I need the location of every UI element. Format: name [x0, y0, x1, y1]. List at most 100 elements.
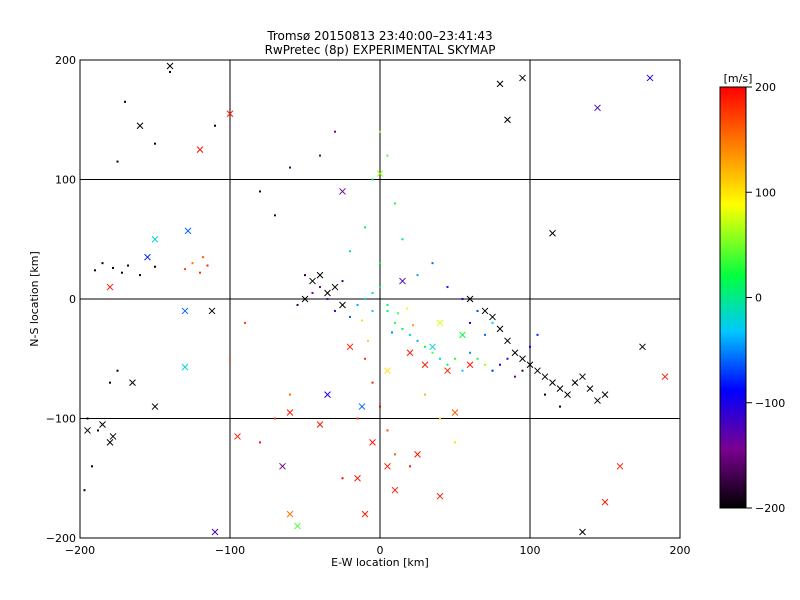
colorbar-tick-label: 0 [755, 292, 762, 305]
scatter-point-cross [109, 433, 117, 440]
scatter-point-dot [289, 393, 291, 396]
scatter-point-dot [199, 271, 201, 274]
colorbar-ticks: 200 100 0 −100 −200 [746, 81, 785, 515]
scatter-point-dot [259, 190, 261, 193]
scatter-point-cross [646, 74, 654, 82]
scatter-point-dot [484, 363, 486, 366]
scatter-point-dot [101, 262, 104, 265]
scatter-point-cross [166, 62, 174, 70]
scatter-point-dot [334, 130, 336, 133]
scatter-point-dot [446, 286, 449, 289]
scatter-point-dot [391, 331, 393, 334]
scatter-point-cross [421, 361, 429, 369]
scatter-point-cross [579, 528, 586, 536]
scatter-point-cross [309, 277, 316, 285]
scatter-point-dot [112, 266, 114, 269]
scatter-point-dot [409, 333, 411, 336]
scatter-point-cross [384, 462, 391, 470]
x-tick-label: −200 [65, 544, 95, 557]
scatter-point-cross [594, 397, 601, 404]
scatter-point-dot [397, 312, 399, 315]
scatter-point-dot [544, 393, 546, 396]
scatter-point-cross [511, 349, 519, 357]
scatter-point-cross [316, 421, 324, 428]
colorbar-tick-label: 100 [755, 186, 776, 199]
scatter-point-dot [394, 453, 396, 456]
scatter-point-cross [324, 391, 331, 398]
x-tick-label: −100 [215, 544, 245, 557]
scatter-point-cross [346, 343, 354, 351]
scatter-point-dot [296, 303, 299, 306]
y-axis-label: N-S location [km] [28, 251, 41, 347]
scatter-point-dot [476, 357, 479, 360]
scatter-point-dot [379, 286, 381, 289]
scatter-point-dot [476, 309, 479, 312]
scatter-point-dot [379, 130, 381, 133]
scatter-point-dot [289, 166, 291, 169]
scatter-point-dot [319, 286, 321, 289]
scatter-point-cross [444, 367, 451, 375]
scatter-point-cross [406, 349, 414, 357]
scatter-point-dot [416, 339, 419, 342]
scatter-point-cross [519, 74, 526, 82]
scatter-point-dot [97, 429, 99, 432]
scatter-point-dot [356, 303, 359, 306]
scatter-point-dot [424, 345, 426, 348]
chart-subtitle: RwPretec (8p) EXPERIMENTAL SKYMAP [265, 43, 496, 57]
scatter-point-cross [414, 450, 421, 458]
scatter-point-cross [616, 462, 624, 470]
scatter-point-cross [436, 319, 444, 327]
scatter-point-cross [594, 104, 601, 112]
scatter-point-dot [379, 405, 381, 408]
scatter-point-dot [439, 417, 441, 420]
colorbar-label: [m/s] [724, 72, 753, 85]
plot-area [79, 59, 681, 539]
scatter-point-cross [151, 235, 159, 243]
scatter-point-cross [339, 188, 346, 195]
scatter-point-dot [371, 381, 374, 384]
scatter-point-dot [536, 333, 539, 336]
chart-title: Tromsø 20150813 23:40:00–23:41:43 [266, 29, 492, 43]
scatter-point-dot [364, 298, 366, 300]
scatter-point-dot [341, 280, 344, 283]
x-axis-label: E-W location [km] [331, 556, 429, 569]
scatter-point-cross [294, 522, 301, 530]
y-axis-ticks: 200 100 0 −100 −200 [46, 54, 76, 545]
scatter-point-dot [461, 298, 464, 300]
scatter-point-dot [154, 265, 156, 268]
scatter-point-cross [549, 229, 556, 237]
scatter-point-dot [83, 489, 86, 492]
scatter-point-dot [169, 70, 171, 73]
scatter-point-dot [439, 357, 441, 360]
scatter-point-cross [586, 385, 594, 392]
scatter-point-cross [286, 510, 294, 518]
scatter-point-dot [491, 369, 494, 372]
scatter-point-cross [106, 439, 114, 446]
scatter-point-cross [354, 474, 361, 482]
scatter-point-cross [466, 361, 474, 369]
scatter-point-dot [259, 441, 261, 444]
scatter-point-cross [184, 227, 192, 235]
scatter-point-dot [406, 307, 408, 310]
scatter-point-cross [496, 325, 504, 333]
scatter-point-cross [196, 146, 204, 153]
scatter-point-dot [394, 321, 396, 324]
scatter-point-dot [409, 465, 411, 468]
scatter-point-cross [661, 373, 669, 381]
scatter-point-dot [319, 154, 321, 157]
scatter-point-cross [286, 409, 294, 416]
scatter-point-dot [371, 292, 374, 295]
scatter-point-dot [469, 321, 471, 324]
x-axis-ticks: −200 −100 0 100 200 [65, 544, 691, 557]
scatter-point-cross [489, 313, 496, 321]
scatter-point-cross [526, 361, 534, 369]
grid-lines [80, 60, 680, 538]
scatter-point-cross [399, 277, 406, 285]
colorbar: [m/s] 200 100 0 −100 −200 [719, 72, 785, 515]
scatter-point-dot [454, 357, 456, 360]
scatter-point-cross [519, 355, 526, 363]
scatter-point-cross [226, 110, 234, 118]
scatter-point-cross [556, 385, 564, 392]
scatter-point-cross [541, 373, 549, 381]
